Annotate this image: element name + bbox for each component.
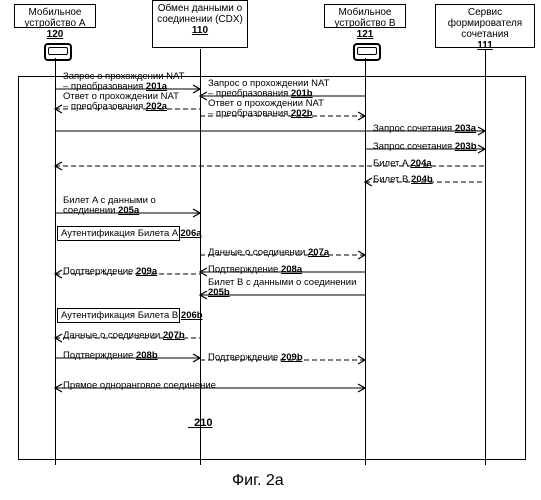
messages-layer: Запрос о прохождении NAT– преобразования… [0, 0, 541, 500]
message-206b: Аутентификация Билета B 206b [55, 301, 200, 323]
message-202a: Ответ о прохождении NAT– преобразования … [55, 80, 200, 114]
message-209b: Подтверждение 209b [200, 343, 365, 365]
message-205b: Билет B с данными о соединении 205b [200, 278, 365, 300]
message-207b: Данные о соединении 207b [55, 321, 200, 343]
message-208b: Подтверждение 208b [55, 341, 200, 363]
ref-210-text: 210 [194, 417, 212, 429]
message-206a: Аутентификация Билета A 206a [55, 219, 200, 241]
message-205a: Билет A с данными о соединении 205a [55, 196, 200, 218]
message-208a: Подтверждение 208a [200, 255, 365, 277]
ref-210: 210 [188, 405, 212, 429]
message-204b: Билет B 204b [365, 165, 485, 187]
figure-caption: Фиг. 2a [232, 472, 284, 490]
message-209a: Подтверждение 209a [55, 257, 200, 279]
figure-caption-text: Фиг. 2a [232, 472, 284, 489]
message-18: Прямое одноранговое соединение [55, 371, 365, 393]
